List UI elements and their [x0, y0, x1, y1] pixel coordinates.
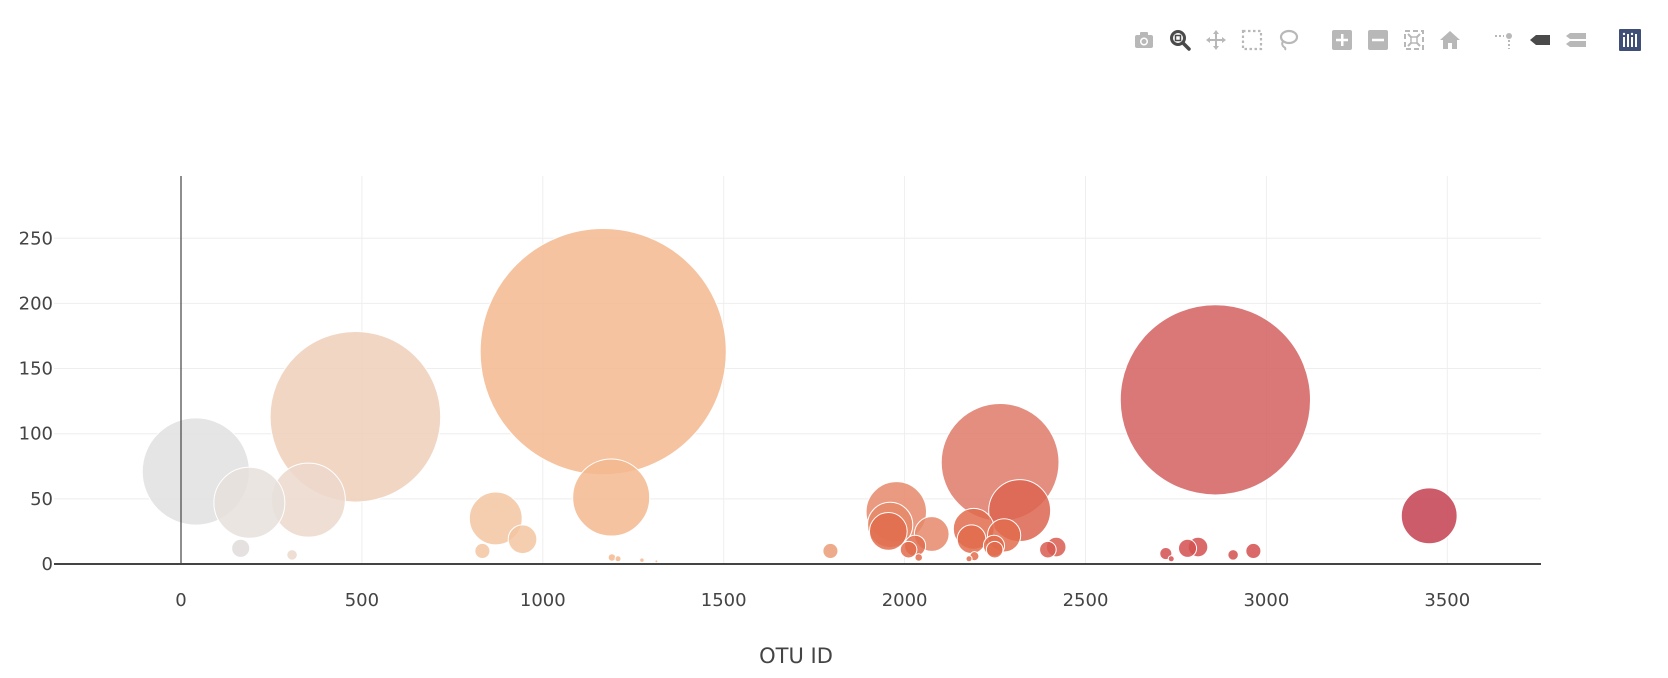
x-tick-label: 500: [345, 590, 379, 611]
axes: 0 500 1000 1500 2000 2500 3000 3500 0 50 100 150 200…: [19, 176, 1541, 611]
bubble-point[interactable]: [1119, 304, 1312, 496]
x-axis-title: OTU ID: [759, 644, 833, 668]
x-tick-label: 2500: [1063, 590, 1109, 611]
hover-compare-button[interactable]: [1558, 28, 1594, 56]
reset-axes-icon: [1438, 28, 1462, 57]
camera-button[interactable]: [1126, 28, 1162, 56]
plotly-logo-button[interactable]: [1612, 28, 1648, 56]
x-tick-label: 1500: [701, 590, 747, 611]
bubble-point[interactable]: [468, 491, 523, 546]
bubble-point[interactable]: [899, 540, 918, 559]
zoom-button[interactable]: [1162, 28, 1198, 56]
zoom-in-button[interactable]: [1324, 28, 1360, 56]
modebar: [1126, 28, 1648, 56]
bubble-point[interactable]: [985, 540, 1004, 559]
bubble-point[interactable]: [956, 524, 987, 555]
box-select-icon: [1240, 28, 1264, 57]
hover-compare-icon: [1564, 28, 1588, 57]
bubble-point[interactable]: [654, 559, 659, 564]
bubble-point[interactable]: [286, 549, 298, 561]
bubble-point[interactable]: [1400, 487, 1458, 545]
pan-icon: [1204, 28, 1228, 57]
zoom-in-icon: [1330, 28, 1354, 57]
bubble-point[interactable]: [1039, 540, 1057, 559]
bubble-point[interactable]: [474, 542, 491, 560]
y-tick-label: 0: [42, 554, 53, 575]
zoom-out-icon: [1366, 28, 1390, 57]
x-tick-label: 2000: [882, 590, 928, 611]
bubble-point[interactable]: [965, 555, 973, 563]
y-tick-label: 150: [19, 359, 53, 380]
y-tick-label: 100: [19, 424, 53, 445]
spike-lines-icon: [1492, 28, 1516, 57]
pan-button[interactable]: [1198, 28, 1234, 56]
bubble-point[interactable]: [822, 542, 839, 560]
camera-icon: [1132, 28, 1156, 57]
x-tick-label: 0: [175, 590, 186, 611]
bubble-point[interactable]: [639, 557, 645, 563]
bubble-point[interactable]: [614, 555, 622, 563]
bubble-point[interactable]: [914, 553, 923, 562]
bubble-point[interactable]: [1245, 542, 1262, 560]
zoom-out-button[interactable]: [1360, 28, 1396, 56]
bubble-point[interactable]: [231, 538, 251, 558]
bubble-point[interactable]: [507, 524, 538, 555]
bubble-point[interactable]: [269, 330, 442, 503]
bubble-point[interactable]: [868, 512, 908, 551]
x-tick-label: 3500: [1424, 590, 1470, 611]
lasso-select-icon: [1276, 28, 1300, 57]
zoom-icon: [1168, 28, 1192, 57]
y-tick-label: 250: [19, 228, 53, 249]
hover-closest-button[interactable]: [1522, 28, 1558, 56]
box-select-button[interactable]: [1234, 28, 1270, 56]
bubbles[interactable]: [141, 228, 1458, 564]
spike-lines-button[interactable]: [1486, 28, 1522, 56]
y-tick-label: 50: [30, 489, 53, 510]
x-tick-label: 3000: [1243, 590, 1289, 611]
bubble-point[interactable]: [1177, 538, 1198, 558]
bubble-point[interactable]: [607, 553, 617, 562]
bubble-point[interactable]: [479, 228, 727, 476]
bubble-point[interactable]: [213, 466, 286, 539]
autoscale-button[interactable]: [1396, 28, 1432, 56]
plotly-logo-icon: [1618, 28, 1642, 57]
reset-axes-button[interactable]: [1432, 28, 1468, 56]
lasso-select-button[interactable]: [1270, 28, 1306, 56]
autoscale-icon: [1402, 28, 1426, 57]
bubble-point[interactable]: [1167, 555, 1175, 563]
x-tick-label: 1000: [520, 590, 566, 611]
bubble-point[interactable]: [1227, 549, 1239, 561]
bubble-point[interactable]: [572, 458, 651, 537]
y-tick-label: 200: [19, 293, 53, 314]
hover-closest-icon: [1528, 28, 1552, 57]
